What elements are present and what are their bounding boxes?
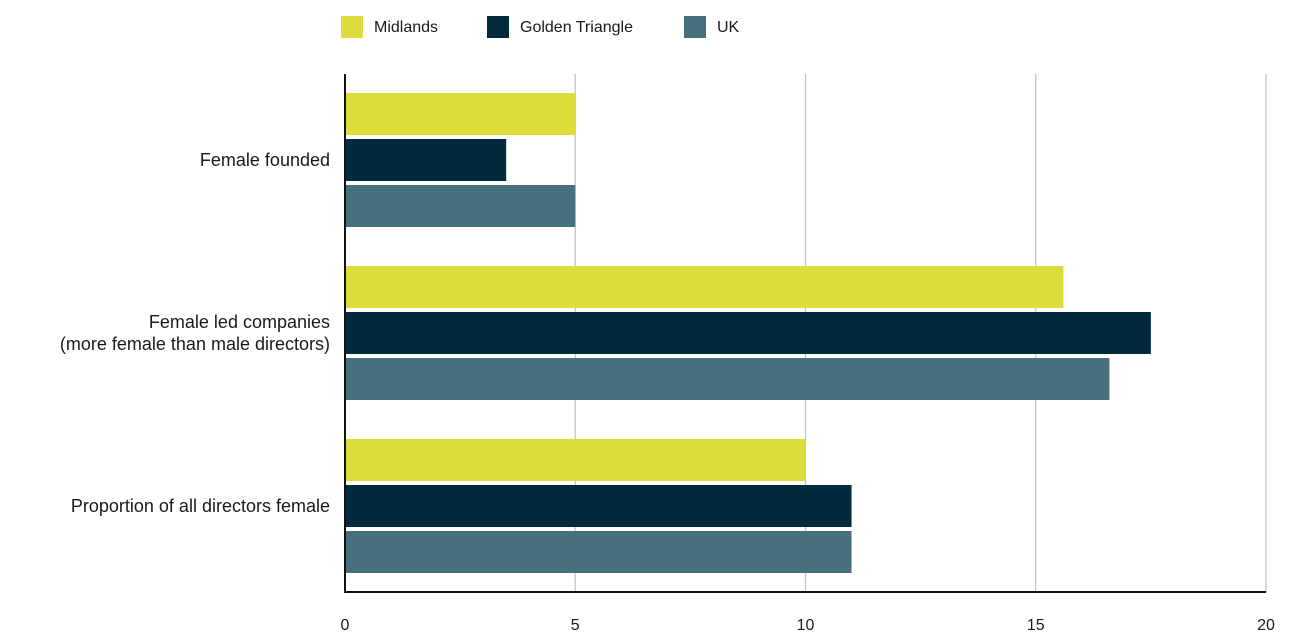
x-tick-label: 20 xyxy=(1257,617,1275,634)
x-tick-label: 10 xyxy=(797,617,815,634)
bars xyxy=(345,93,1151,573)
category-label: Female founded xyxy=(200,150,330,170)
axes xyxy=(344,74,1266,593)
legend-label: Golden Triangle xyxy=(520,19,633,36)
legend: Midlands Golden Triangle UK xyxy=(341,16,740,38)
x-tick-label: 5 xyxy=(571,617,580,634)
legend-swatch-midlands xyxy=(341,16,363,38)
bar-uk xyxy=(345,531,852,573)
bar-midlands xyxy=(345,439,806,481)
legend-label: Midlands xyxy=(374,19,438,36)
x-tick-label: 0 xyxy=(341,617,350,634)
bar-golden-triangle xyxy=(345,139,507,181)
x-tick-label: 15 xyxy=(1027,617,1045,634)
labels: 0 5 10 15 20 Female founded Female led compani… xyxy=(60,150,1275,634)
bar-golden-triangle xyxy=(345,485,852,527)
bar-uk xyxy=(345,358,1110,400)
bar-golden-triangle xyxy=(345,312,1151,354)
category-label: Female led companies xyxy=(149,312,330,332)
bar-uk xyxy=(345,185,576,227)
legend-swatch-uk xyxy=(684,16,706,38)
legend-label: UK xyxy=(717,19,740,36)
bar-midlands xyxy=(345,93,576,135)
category-label: Proportion of all directors female xyxy=(71,496,330,516)
bar-midlands xyxy=(345,266,1064,308)
legend-swatch-golden-triangle xyxy=(487,16,509,38)
category-label: (more female than male directors) xyxy=(60,334,330,354)
